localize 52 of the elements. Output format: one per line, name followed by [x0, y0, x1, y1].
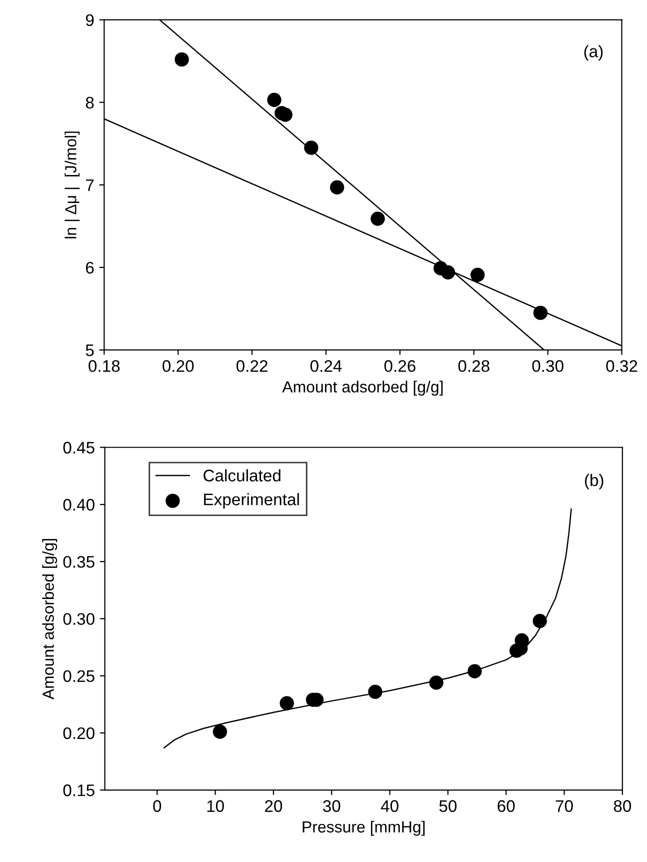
x-tick-label: 80	[614, 800, 632, 812]
x-tick-label: 60	[498, 800, 515, 812]
x-tick-label: 0.24	[310, 360, 342, 372]
point	[532, 614, 547, 628]
point	[440, 265, 456, 280]
y-tick-label: 0.20	[63, 727, 94, 740]
x-tick-label: 10	[207, 800, 224, 812]
y-tick-label: 7	[86, 179, 94, 191]
annotation: (b)	[584, 474, 604, 490]
y-tick-label: 5	[86, 344, 94, 356]
line-series	[164, 508, 572, 748]
x-tick-label: 50	[439, 800, 457, 812]
x-tick-label: 0	[153, 800, 162, 812]
x-tick-label: 70	[556, 800, 573, 812]
x-tick-label: 40	[380, 800, 398, 812]
point	[368, 684, 382, 699]
y-tick-label: 0.40	[63, 498, 94, 511]
x-tick-label: 0.22	[236, 360, 268, 372]
x-tick-label: 0.28	[458, 360, 490, 372]
point	[468, 664, 482, 678]
point	[533, 306, 548, 320]
point	[470, 268, 485, 282]
y-axis-title: Amount adsorbed [g/g]	[42, 539, 58, 700]
x-tick-label: 0.18	[88, 360, 120, 372]
x-axis-title: Pressure [mmHg]	[302, 820, 425, 836]
x-tick-label: 30	[322, 800, 340, 812]
point	[280, 696, 294, 710]
y-tick-label: 0.35	[63, 556, 94, 568]
point	[267, 92, 282, 107]
point	[304, 140, 318, 155]
y-tick-label: 9	[86, 14, 94, 26]
x-axis-title: Amount adsorbed [g/g]	[282, 380, 443, 396]
point	[174, 52, 189, 67]
y-tick-label: 6	[86, 262, 94, 274]
x-tick-label: 0.26	[384, 360, 416, 372]
x-tick-label: 0.30	[532, 360, 564, 372]
annotation: (a)	[584, 45, 603, 61]
point	[370, 212, 385, 226]
y-tick-label: 0.25	[63, 670, 94, 682]
y-axis-title: ln | Δμ | [J/mol]	[64, 132, 80, 238]
point	[429, 676, 444, 690]
x-tick-label: 0.32	[606, 360, 638, 372]
y-tick-label: 0.15	[63, 784, 94, 796]
y-tick-label: 0.45	[63, 442, 94, 454]
y-tick-label: 8	[86, 96, 94, 109]
point	[330, 180, 344, 194]
y-tick-label: 0.30	[63, 613, 94, 625]
x-tick-label: 20	[265, 800, 282, 812]
legend-label: Experimental	[204, 493, 299, 509]
legend-label: Calculated	[204, 469, 280, 482]
point	[212, 724, 228, 739]
x-tick-label: 0.20	[162, 360, 194, 372]
